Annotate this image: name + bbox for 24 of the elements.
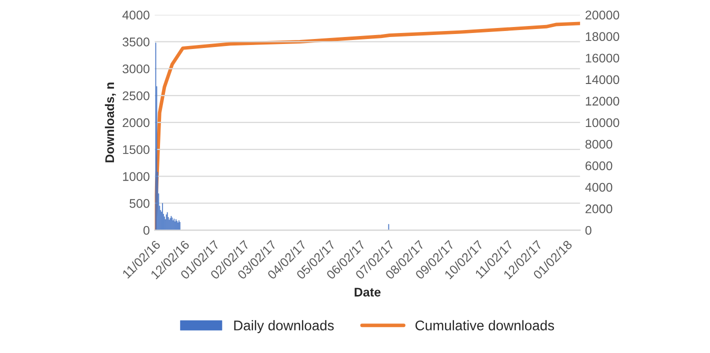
y-tick-label: 500 <box>130 199 150 208</box>
y2-tick-label: 18000 <box>586 32 620 42</box>
y2-tick-label: 2000 <box>586 204 612 214</box>
legend-label: Cumulative downloads <box>416 320 554 330</box>
y-tick-label: 3000 <box>122 64 150 74</box>
y2-tick-label: 0 <box>585 226 592 235</box>
y2-tick-label: 8000 <box>585 140 612 149</box>
y-tick-label: 4000 <box>122 10 150 20</box>
y-tick-label: 1000 <box>123 172 150 181</box>
y2-tick-label: 12000 <box>586 96 620 106</box>
y-axis-title: Downloads, n <box>104 82 116 162</box>
y2-tick-label: 6000 <box>586 161 612 170</box>
y-tick-label: 3500 <box>122 38 150 46</box>
x-axis-title: Date <box>354 288 381 297</box>
y-tick-label: 2500 <box>122 91 150 100</box>
y-tick-label: 0 <box>143 226 150 235</box>
legend-label: Daily downloads <box>234 320 334 334</box>
y2-tick-label: 14000 <box>586 75 620 84</box>
y2-tick-label: 4000 <box>585 182 612 192</box>
y-tick-label: 1500 <box>123 145 150 154</box>
y-tick-label: 2000 <box>122 118 150 128</box>
y2-tick-label: 10000 <box>586 118 620 128</box>
y2-tick-label: 20000 <box>586 10 620 20</box>
y2-tick-label: 16000 <box>586 54 620 63</box>
